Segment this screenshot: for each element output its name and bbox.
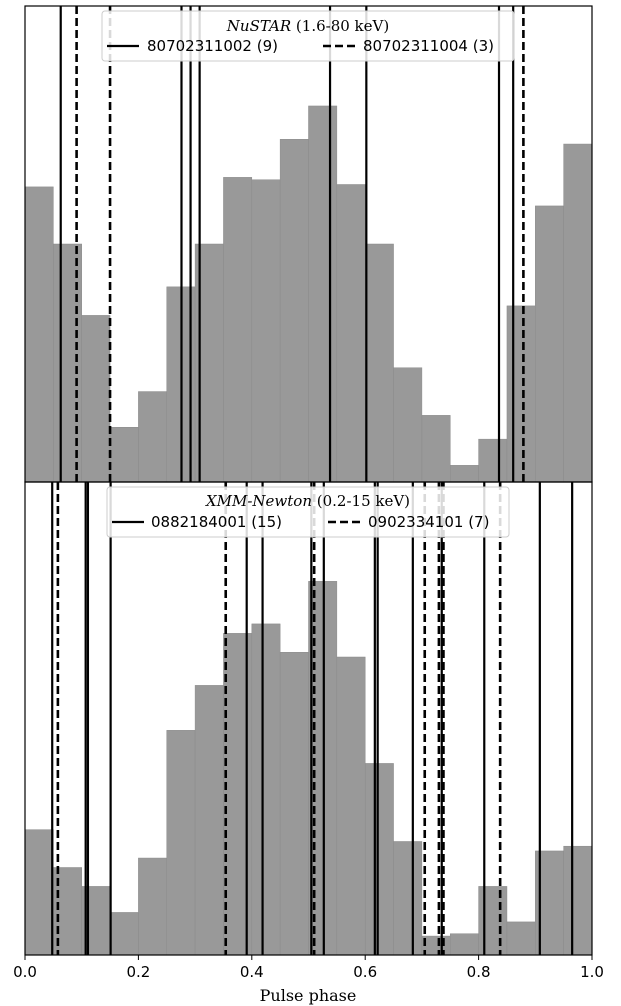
- xmm-legend-title-band: (0.2-15 keV): [312, 492, 410, 510]
- xmm-bar: [194, 685, 224, 956]
- nustar-bar: [336, 184, 366, 483]
- nustar-legend-dashed-label: 80702311004 (3): [363, 37, 494, 55]
- x-tick-label: 0.4: [240, 963, 264, 981]
- xmm-bar: [393, 841, 423, 956]
- nustar-bar: [53, 243, 82, 483]
- xmm-bar: [166, 730, 196, 956]
- nustar-bar: [251, 179, 281, 483]
- xmm-bar: [109, 912, 139, 956]
- x-axis: 0.0 0.2 0.4 0.6 0.8 1.0: [13, 955, 604, 981]
- xmm-legend-title-instrument: XMM-Newton: [205, 492, 312, 510]
- xmm-bar: [450, 933, 479, 956]
- xmm-bar: [478, 886, 508, 956]
- nustar-bar: [364, 243, 394, 483]
- xmm-bar: [138, 857, 167, 956]
- nustar-bar: [279, 139, 309, 483]
- nustar-panel: NuSTAR (1.6-80 keV) 80702311002 (9) 8070…: [24, 5, 593, 483]
- xmm-bar: [251, 623, 281, 956]
- xmm-bar: [336, 656, 366, 956]
- xmm-bar: [421, 935, 451, 956]
- nustar-legend: NuSTAR (1.6-80 keV) 80702311002 (9) 8070…: [101, 10, 515, 62]
- xmm-bar: [279, 652, 309, 956]
- nustar-bar: [535, 205, 564, 483]
- x-tick-label: 0.6: [353, 963, 377, 981]
- x-tick-label: 0.8: [467, 963, 491, 981]
- nustar-bar: [563, 143, 593, 483]
- nustar-bar: [450, 465, 479, 483]
- nustar-bar: [393, 367, 423, 483]
- nustar-bar: [223, 177, 253, 483]
- nustar-legend-title: NuSTAR (1.6-80 keV): [226, 17, 389, 35]
- nustar-legend-title-instrument: NuSTAR: [226, 17, 291, 35]
- xmm-legend-box: [106, 486, 510, 538]
- xmm-bar: [24, 829, 54, 956]
- nustar-bar: [24, 186, 54, 483]
- xmm-bar: [364, 763, 394, 956]
- x-axis-label: Pulse phase: [260, 986, 357, 1005]
- xmm-legend-dashed-label: 0902334101 (7): [368, 513, 489, 531]
- xmm-legend-solid-label: 0882184001 (15): [151, 513, 282, 531]
- xmm-panel: XMM-Newton (0.2-15 keV) 0882184001 (15) …: [24, 481, 593, 956]
- xmm-bar: [563, 845, 593, 956]
- nustar-legend-box: [101, 10, 515, 62]
- xmm-bar: [308, 581, 338, 956]
- x-tick-label: 0.2: [126, 963, 150, 981]
- xmm-legend: XMM-Newton (0.2-15 keV) 0882184001 (15) …: [106, 486, 510, 538]
- nustar-bar: [81, 315, 111, 483]
- xmm-legend-title: XMM-Newton (0.2-15 keV): [205, 492, 410, 510]
- nustar-legend-title-band: (1.6-80 keV): [291, 17, 389, 35]
- nustar-bar: [421, 415, 451, 483]
- nustar-bar: [506, 305, 536, 483]
- nustar-bar: [109, 427, 139, 483]
- nustar-bar: [478, 438, 508, 483]
- nustar-bar: [308, 105, 338, 483]
- x-tick-label: 1.0: [580, 963, 604, 981]
- xmm-plot-frame: [24, 481, 593, 956]
- nustar-bar: [138, 391, 167, 483]
- xmm-bar: [506, 921, 536, 956]
- x-tick-label: 0.0: [13, 963, 37, 981]
- nustar-legend-solid-label: 80702311002 (9): [147, 37, 278, 55]
